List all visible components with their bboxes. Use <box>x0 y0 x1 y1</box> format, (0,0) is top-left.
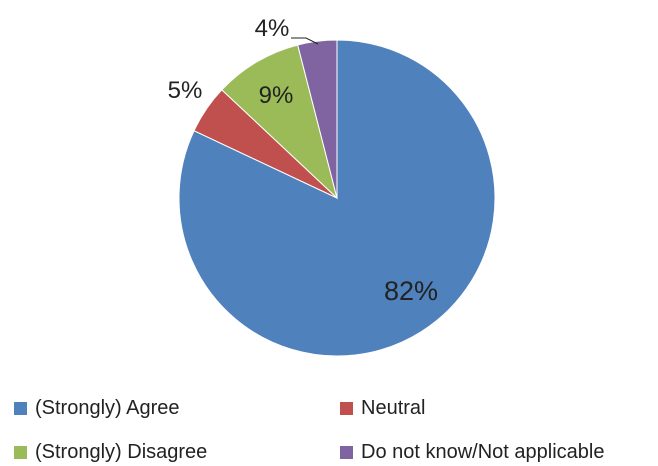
leader-line-do-not-know <box>291 37 319 45</box>
pie-slice-do-not-know <box>297 39 338 199</box>
data-label-do-not-know: 4% <box>255 15 290 42</box>
data-label-strongly-disagree: 9% <box>259 82 294 109</box>
data-label-strongly-agree: 82% <box>384 276 438 306</box>
data-label-neutral: 5% <box>168 77 203 104</box>
pie-slice-strongly-disagree <box>221 44 338 200</box>
pie-data-labels: 82% 5% 9% 4% <box>168 15 438 306</box>
pie-slices <box>178 39 496 357</box>
